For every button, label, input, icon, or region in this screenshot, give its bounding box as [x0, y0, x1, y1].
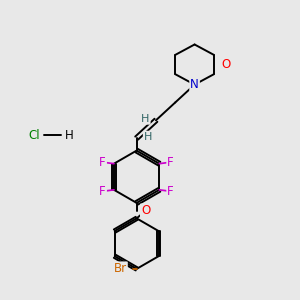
Text: Br: Br: [114, 262, 127, 275]
Text: F: F: [167, 185, 174, 198]
Text: Cl: Cl: [28, 129, 40, 142]
Text: F: F: [99, 156, 106, 169]
Text: H: H: [141, 114, 150, 124]
Text: H: H: [65, 129, 74, 142]
Text: F: F: [99, 185, 106, 198]
Text: O: O: [221, 58, 230, 71]
Text: O: O: [141, 204, 150, 218]
Text: F: F: [167, 156, 174, 169]
Text: N: N: [190, 78, 199, 91]
Text: H: H: [144, 132, 152, 142]
